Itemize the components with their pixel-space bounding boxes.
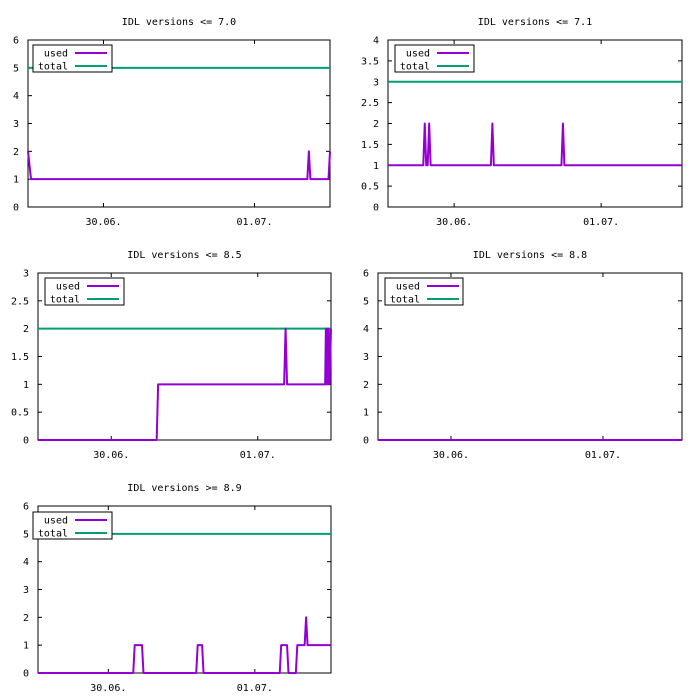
y-tick-label: 0.5 — [361, 182, 379, 193]
chart-title: IDL versions <= 8.5 — [127, 250, 241, 261]
y-tick-label: 4 — [13, 91, 19, 102]
x-tick-label: 30.06. — [90, 683, 126, 694]
series-line-used — [38, 327, 332, 441]
y-tick-label: 4 — [363, 324, 369, 335]
x-tick-label: 01.07. — [583, 217, 619, 228]
y-tick-label: 0 — [13, 203, 19, 214]
chart-panel: IDL versions <= 7.0 0 1 2 3 4 5 6 30.06. 01.07. us… — [13, 17, 331, 228]
chart-title: IDL versions <= 7.0 — [122, 17, 236, 28]
legend-box — [384, 277, 464, 306]
x-tick-label: 30.06. — [85, 217, 121, 228]
y-tick-label: 6 — [363, 269, 369, 280]
y-tick-label: 3 — [23, 269, 29, 280]
legend-label-used: used — [406, 49, 430, 60]
legend-box — [32, 44, 113, 73]
legend-label-total: total — [400, 62, 430, 73]
chart-title: IDL versions <= 7.1 — [478, 17, 592, 28]
chart-panel: IDL versions >= 8.9 0 1 2 3 4 5 6 30.06. 01.07. us… — [23, 483, 332, 694]
y-tick-label: 1 — [13, 175, 19, 186]
chart-panel: IDL versions <= 8.5 0 0.5 1 1.5 2 2.5 3 30.06. 01… — [11, 250, 332, 461]
series-line-used — [388, 122, 682, 167]
legend-box — [44, 277, 125, 306]
y-tick-label: 1.5 — [361, 140, 379, 151]
y-tick-label: 2 — [23, 324, 29, 335]
y-tick-label: 0 — [23, 669, 29, 680]
y-tick-label: 6 — [23, 502, 29, 513]
y-tick-label: 3 — [363, 352, 369, 363]
y-tick-label: 3 — [23, 585, 29, 596]
y-tick-label: 1 — [373, 161, 379, 172]
x-tick-label: 30.06. — [436, 217, 472, 228]
y-tick-label: 4 — [23, 557, 29, 568]
y-tick-label: 1 — [23, 380, 29, 391]
legend-label-used: used — [56, 282, 80, 293]
y-tick-label: 3 — [373, 77, 379, 88]
y-tick-label: 0 — [363, 436, 369, 447]
legend-label-used: used — [44, 516, 68, 527]
legend-label-total: total — [38, 529, 68, 540]
y-tick-label: 2 — [373, 119, 379, 130]
y-tick-label: 2 — [13, 147, 19, 158]
series-line-used — [27, 150, 331, 181]
legend-label-total: total — [390, 295, 420, 306]
y-tick-label: 5 — [363, 296, 369, 307]
legend-label-used: used — [396, 282, 420, 293]
y-tick-label: 1.5 — [11, 352, 29, 363]
y-tick-label: 0 — [373, 203, 379, 214]
y-tick-label: 5 — [23, 529, 29, 540]
x-tick-label: 30.06. — [433, 450, 469, 461]
legend-label-total: total — [50, 295, 80, 306]
legend-box — [394, 44, 475, 73]
y-tick-label: 1 — [363, 408, 369, 419]
series-line-used — [38, 616, 331, 674]
chart-title: IDL versions >= 8.9 — [127, 483, 241, 494]
y-tick-label: 2.5 — [361, 98, 379, 109]
x-tick-label: 01.07. — [236, 217, 272, 228]
y-tick-label: 4 — [373, 36, 379, 47]
x-tick-label: 01.07. — [240, 450, 276, 461]
y-tick-label: 3 — [13, 119, 19, 130]
y-tick-label: 0.5 — [11, 408, 29, 419]
x-tick-label: 30.06. — [93, 450, 129, 461]
y-tick-label: 0 — [23, 436, 29, 447]
y-tick-label: 2.5 — [11, 296, 29, 307]
y-tick-label: 6 — [13, 36, 19, 47]
legend-box — [32, 511, 113, 540]
x-tick-label: 01.07. — [585, 450, 621, 461]
legend-label-used: used — [44, 49, 68, 60]
y-tick-label: 2 — [363, 380, 369, 391]
y-tick-label: 3.5 — [361, 56, 379, 67]
y-tick-label: 2 — [23, 613, 29, 624]
chart-panel: IDL versions <= 8.8 0 1 2 3 4 5 6 30.06. 01.07. us… — [363, 250, 683, 461]
chart-panel: IDL versions <= 7.1 0 0.5 1 1.5 2 2.5 3 3.5 4 30.0… — [361, 17, 683, 228]
y-tick-label: 5 — [13, 63, 19, 74]
legend-label-total: total — [38, 62, 68, 73]
x-tick-label: 01.07. — [237, 683, 273, 694]
y-tick-label: 1 — [23, 641, 29, 652]
chart-title: IDL versions <= 8.8 — [473, 250, 587, 261]
